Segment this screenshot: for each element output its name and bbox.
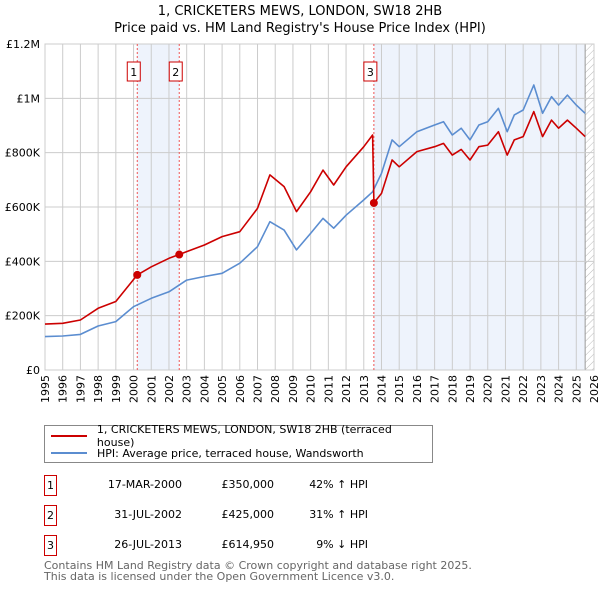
x-tick-label: 1996 [57, 375, 70, 403]
chart-subtitle: Price paid vs. HM Land Registry's House … [114, 21, 486, 36]
sale-hpi-diff: 9% ↓ HPI [316, 538, 368, 551]
sale-marker-box [168, 61, 183, 82]
x-tick-label: 2025 [570, 375, 583, 403]
y-tick-label: £600K [5, 201, 41, 214]
sale-hpi-diff: 31% ↑ HPI [309, 508, 368, 521]
x-tick-label: 2010 [305, 375, 318, 403]
x-tick-label: 1999 [110, 375, 123, 403]
legend-swatch-red [51, 435, 87, 437]
sale-price: £614,950 [221, 538, 275, 551]
y-tick-label: £0 [26, 364, 40, 377]
plot-border [44, 43, 595, 371]
x-tick-label: 2003 [181, 375, 194, 403]
x-tick-label: 2009 [287, 375, 300, 403]
x-tick-label: 1998 [92, 375, 105, 403]
x-tick-label: 1995 [39, 375, 52, 403]
x-tick-label: 2013 [358, 375, 371, 403]
sale-marker-label: 1 [130, 66, 137, 79]
sale-date: 26-JUL-2013 [114, 538, 182, 551]
sale-row: 2 31-JUL-2002 £425,000 31% ↑ HPI [44, 505, 444, 526]
footer-licence: This data is licensed under the Open Gov… [44, 570, 395, 583]
x-tick-label: 2016 [411, 375, 424, 403]
property-price-line [44, 110, 586, 325]
hpi-line [44, 84, 586, 338]
legend-item-property: 1, CRICKETERS MEWS, LONDON, SW18 2HB (te… [51, 423, 432, 449]
x-tick-label: 2022 [517, 375, 530, 403]
x-tick-label: 2018 [446, 375, 459, 403]
sale-point [369, 198, 378, 207]
x-tick-label: 2024 [553, 375, 566, 403]
legend-swatch-blue [51, 452, 87, 454]
x-tick-label: 1997 [74, 375, 87, 403]
x-tick-label: 2001 [145, 375, 158, 403]
y-tick-label: £200K [5, 310, 41, 323]
y-tick-label: £400K [5, 255, 41, 268]
sale-number-badge: 1 [44, 475, 57, 496]
y-tick-label: £800K [5, 147, 41, 160]
x-tick-label: 2026 [588, 375, 600, 403]
legend-label: 1, CRICKETERS MEWS, LONDON, SW18 2HB (te… [96, 423, 392, 449]
x-tick-label: 2002 [163, 375, 176, 403]
x-tick-label: 2008 [269, 375, 282, 403]
sale-date: 31-JUL-2002 [114, 508, 182, 521]
x-tick-label: 2006 [234, 375, 247, 403]
sale-price: £425,000 [221, 508, 275, 521]
y-tick-label: £1.2M [6, 38, 40, 51]
sale-date: 17-MAR-2000 [107, 478, 182, 491]
x-tick-label: 2020 [482, 375, 495, 403]
legend-item-hpi: HPI: Average price, terraced house, Wand… [51, 445, 364, 461]
x-tick-label: 2015 [393, 375, 406, 403]
price-chart: £0 £200K £400K £600K £800K £1M £1.2M 1995 1996 1… [5, 38, 600, 403]
x-tick-label: 2007 [252, 375, 265, 403]
sale-row: 1 17-MAR-2000 £350,000 42% ↑ HPI [44, 475, 444, 496]
sale-marker-box [363, 61, 378, 82]
x-tick-label: 2011 [322, 375, 335, 403]
legend: 1, CRICKETERS MEWS, LONDON, SW18 2HB (te… [44, 423, 433, 463]
x-tick-label: 2014 [375, 375, 388, 403]
footer-copyright: Contains HM Land Registry data © Crown c… [44, 559, 472, 572]
sale-marker-label: 3 [367, 66, 374, 79]
y-tick-label: £1M [17, 92, 41, 105]
x-tick-label: 2012 [340, 375, 353, 403]
x-tick-label: 2000 [128, 375, 141, 403]
x-tick-label: 2023 [535, 375, 548, 403]
x-tick-label: 2021 [499, 375, 512, 403]
sale-hpi-diff: 42% ↑ HPI [309, 478, 368, 491]
sale-marker-box [126, 61, 141, 82]
x-tick-label: 2004 [198, 375, 211, 403]
x-tick-label: 2019 [464, 375, 477, 403]
sale-marker-label: 2 [172, 66, 179, 79]
x-tick-label: 2005 [216, 375, 229, 403]
sale-point [175, 250, 184, 259]
legend-label: HPI: Average price, terraced house, Wand… [97, 446, 364, 460]
sale-point [133, 270, 142, 279]
x-tick-label: 2017 [429, 375, 442, 403]
sale-number-badge: 3 [44, 535, 57, 556]
sale-price: £350,000 [221, 478, 275, 491]
sale-number-badge: 2 [44, 505, 57, 526]
chart-title: 1, CRICKETERS MEWS, LONDON, SW18 2HB [157, 4, 443, 19]
sale-row: 3 26-JUL-2013 £614,950 9% ↓ HPI [44, 535, 444, 556]
